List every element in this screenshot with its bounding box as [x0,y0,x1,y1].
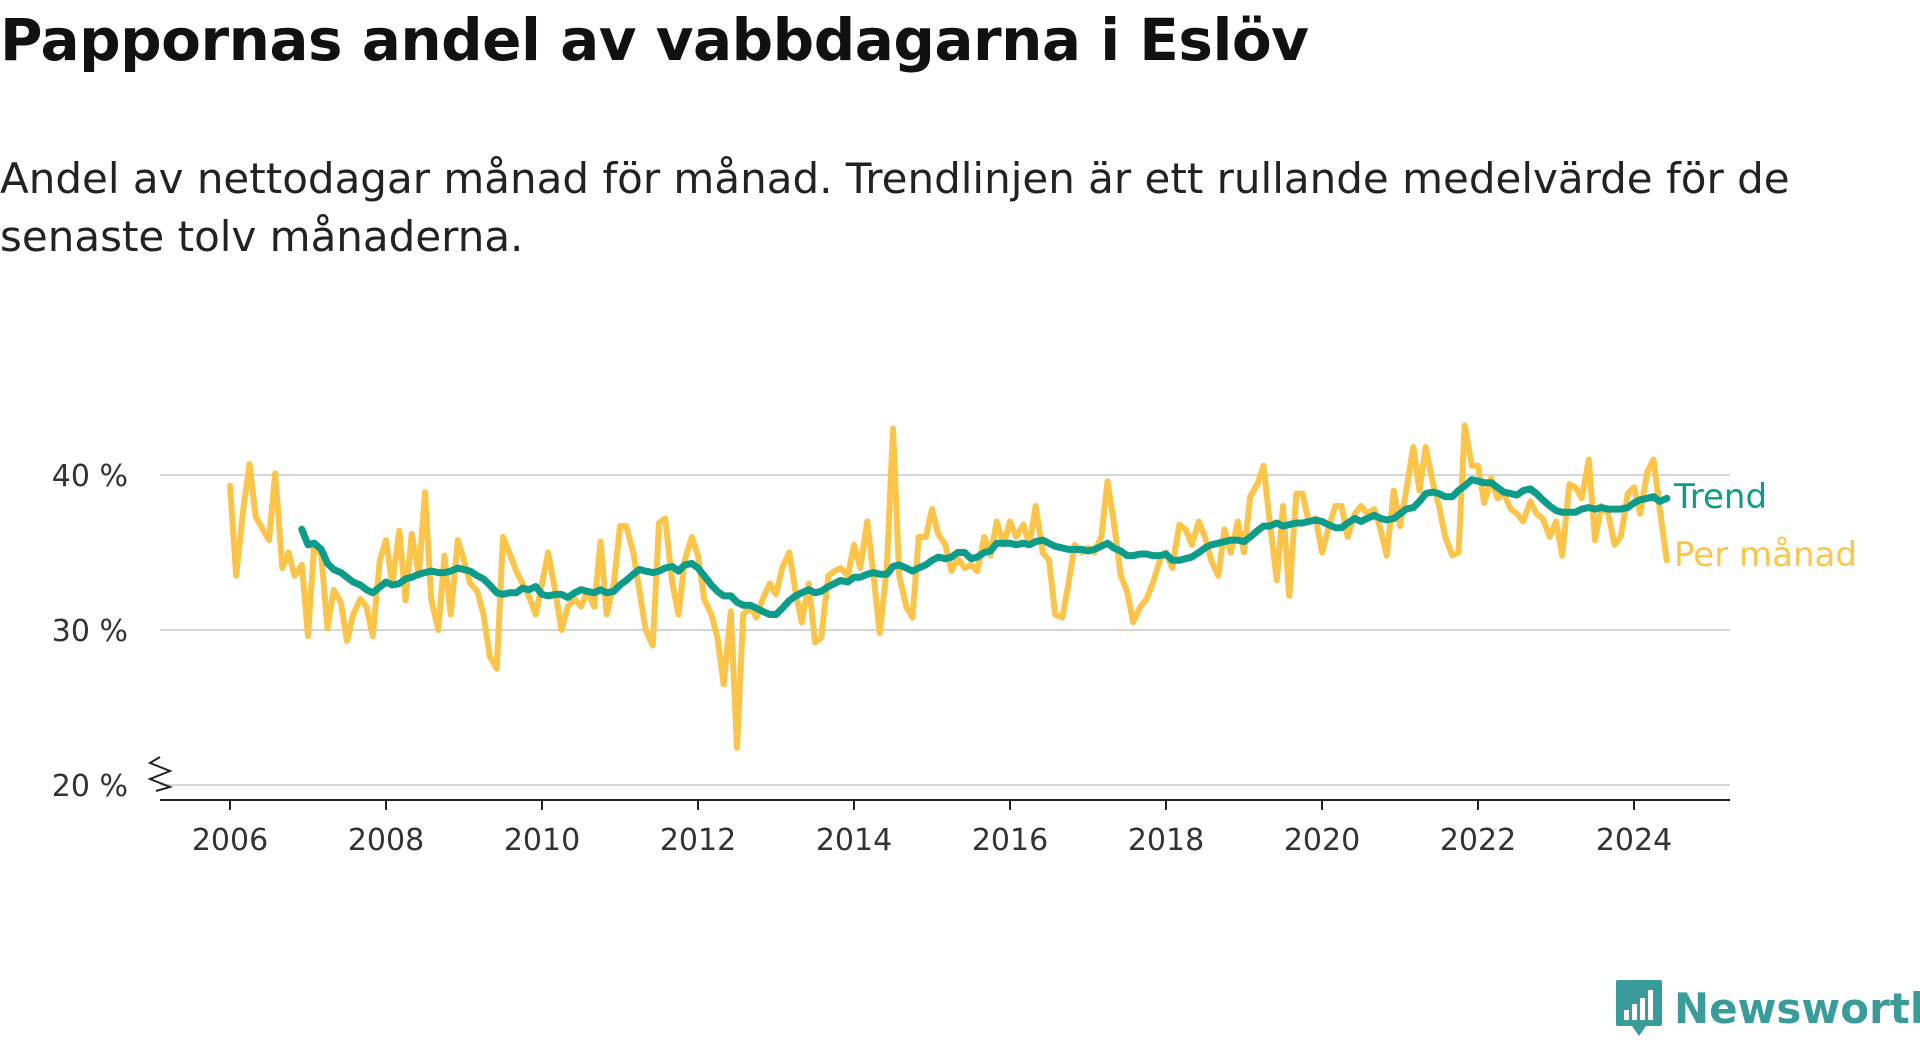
series-lines [227,422,1671,751]
bar-chart-speech-bubble-icon [1614,978,1664,1038]
x-tick-label: 2012 [660,823,736,858]
chart-subtitle: Andel av nettodagar månad för månad. Tre… [0,154,1790,261]
x-tick-label: 2020 [1284,823,1360,858]
brand-name: Newsworthy [1674,983,1920,1033]
series-label-per-manad: Per månad [1674,535,1857,575]
y-tick-label: 20 % [52,769,128,804]
brand-logo: Newsworthy [1614,978,1920,1038]
x-tick-label: 2006 [192,823,268,858]
series-labels: Trend Per månad [1673,477,1857,575]
gridlines [160,474,1730,786]
x-tick-label: 2010 [504,823,580,858]
x-tick-label: 2016 [972,823,1048,858]
x-tick-label: 2008 [348,823,424,858]
y-tick-label: 40 % [52,459,128,494]
series-line-per-manad [227,422,1670,751]
y-tick-label: 30 % [52,614,128,649]
x-tick-label: 2024 [1596,823,1672,858]
chart-title: Pappornas andel av vabbdagarna i Eslöv [0,6,1309,74]
axis-break-icon [147,756,174,792]
series-line-trend [298,476,1671,618]
x-tick-label: 2014 [816,823,892,858]
series-label-trend: Trend [1673,477,1767,517]
line-chart: 20 % 30 % 40 % 2006 2008 2010 2012 2014 2016 2018… [52,422,1857,858]
axes: 20 % 30 % 40 % 2006 2008 2010 2012 2014 2016 2018… [52,459,1730,858]
x-tick-label: 2022 [1440,823,1516,858]
x-tick-label: 2018 [1128,823,1204,858]
